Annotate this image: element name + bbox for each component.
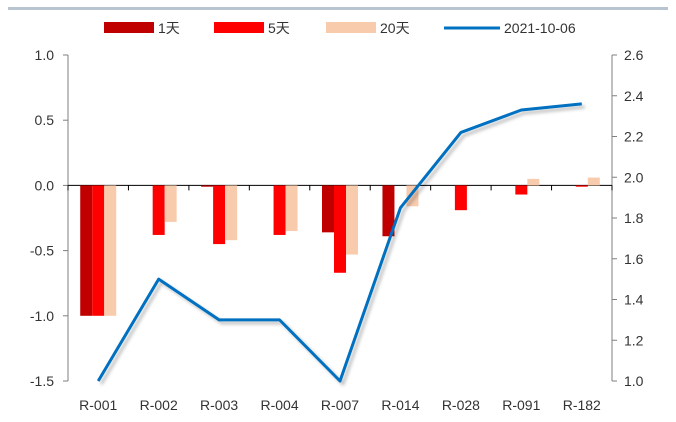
y-left-tick-label: 1.0 bbox=[35, 47, 55, 63]
x-tick-label-R-028: R-028 bbox=[442, 397, 480, 413]
y-right-tick-label: 2.0 bbox=[624, 169, 644, 185]
x-tick-label-R-182: R-182 bbox=[563, 397, 601, 413]
legend-swatch-5天 bbox=[214, 22, 264, 33]
bar-5天-R-182 bbox=[576, 185, 588, 186]
legend-swatch-1天 bbox=[104, 22, 154, 33]
bar-20天-R-003 bbox=[225, 185, 237, 240]
bar-5天-R-001 bbox=[92, 185, 104, 315]
y-left-tick-label: -1.5 bbox=[30, 373, 54, 389]
y-right-tick-label: 2.6 bbox=[624, 47, 644, 63]
y-left-tick-label: -1.0 bbox=[30, 308, 54, 324]
bar-5天-R-028 bbox=[455, 185, 467, 210]
y-right-tick-label: 1.6 bbox=[624, 251, 644, 267]
bar-5天-R-004 bbox=[274, 185, 286, 235]
y-left-tick-label: 0.5 bbox=[35, 112, 55, 128]
bar-5天-R-002 bbox=[153, 185, 165, 235]
bar-20天-R-091 bbox=[527, 179, 539, 186]
bar-5天-R-091 bbox=[515, 185, 527, 194]
bar-1天-R-003 bbox=[201, 185, 213, 186]
y-left-tick-label: -0.5 bbox=[30, 243, 54, 259]
legend-label-5天: 5天 bbox=[268, 20, 290, 36]
bar-20天-R-007 bbox=[346, 185, 358, 254]
y-right-tick-label: 1.2 bbox=[624, 332, 644, 348]
bar-1天-R-001 bbox=[80, 185, 92, 315]
bar-5天-R-007 bbox=[334, 185, 346, 272]
x-tick-label-R-007: R-007 bbox=[321, 397, 359, 413]
legend-label-20天: 20天 bbox=[380, 20, 410, 36]
bar-20天-R-002 bbox=[165, 185, 177, 222]
y-right-tick-label: 1.8 bbox=[624, 210, 644, 226]
x-tick-label-R-003: R-003 bbox=[200, 397, 238, 413]
bar-20天-R-001 bbox=[104, 185, 116, 315]
x-tick-label-R-004: R-004 bbox=[260, 397, 298, 413]
x-tick-label-R-091: R-091 bbox=[502, 397, 540, 413]
bar-20天-R-182 bbox=[588, 178, 600, 186]
legend-label-2021-10-06: 2021-10-06 bbox=[504, 20, 576, 36]
legend-swatch-20天 bbox=[326, 22, 376, 33]
x-tick-label-R-001: R-001 bbox=[79, 397, 117, 413]
y-right-tick-label: 1.0 bbox=[624, 373, 644, 389]
y-right-tick-label: 2.4 bbox=[624, 88, 644, 104]
y-right-tick-label: 2.2 bbox=[624, 129, 644, 145]
x-tick-label-R-002: R-002 bbox=[140, 397, 178, 413]
y-left-tick-label: 0.0 bbox=[35, 177, 55, 193]
y-right-tick-label: 1.4 bbox=[624, 292, 644, 308]
bar-20天-R-004 bbox=[286, 185, 298, 231]
bar-1天-R-007 bbox=[322, 185, 334, 232]
x-tick-label-R-014: R-014 bbox=[381, 397, 419, 413]
legend-label-1天: 1天 bbox=[158, 20, 180, 36]
bar-5天-R-003 bbox=[213, 185, 225, 244]
top-border-strip bbox=[8, 7, 668, 10]
